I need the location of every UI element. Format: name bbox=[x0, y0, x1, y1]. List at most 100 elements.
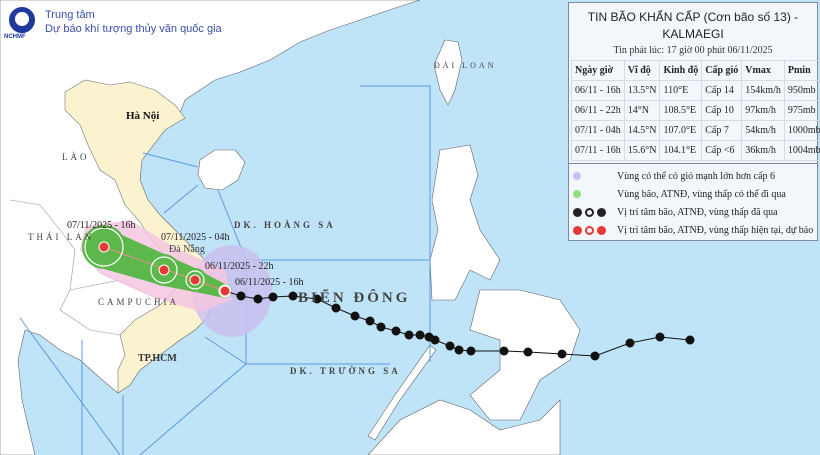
label-danang: Đà Nẵng bbox=[169, 244, 205, 255]
table-cell: 36km/h bbox=[741, 140, 785, 161]
time-label-07-04h: 07/11/2025 - 04h bbox=[161, 232, 230, 243]
table-cell: 07/11 - 16h bbox=[571, 140, 625, 161]
past-position-icon bbox=[268, 292, 278, 302]
past-position-icon bbox=[391, 326, 401, 336]
table-cell: Cấp 7 bbox=[701, 120, 743, 141]
vietnam-land bbox=[64, 79, 216, 394]
table-cell: 104.1°E bbox=[659, 140, 703, 161]
table-cell: 97km/h bbox=[741, 100, 785, 121]
past-position-icon bbox=[253, 294, 263, 304]
column-header: Vĩ độ bbox=[623, 60, 661, 81]
bulletin-title-line2: KALMAEGI bbox=[662, 27, 724, 41]
table-cell: 14°N bbox=[623, 100, 661, 121]
legend-label: Vị trí tâm bão, ATNĐ, vùng thấp đã qua bbox=[617, 206, 778, 218]
label-thailan: THÁI LAN bbox=[28, 232, 95, 242]
table-cell: 1004mb bbox=[783, 140, 820, 161]
past-position-icon bbox=[523, 347, 533, 357]
legend-label: Vùng bão, ATNĐ, vùng thấp có thể đi qua bbox=[617, 188, 786, 200]
past-position-icon bbox=[288, 291, 298, 301]
time-label-06-16h: 06/11/2025 - 16h bbox=[235, 277, 304, 288]
table-cell: 1000mb bbox=[783, 120, 820, 141]
label-hanoi: Hà Nội bbox=[126, 110, 160, 122]
maritime-boundaries bbox=[19, 85, 431, 455]
past-position-icon bbox=[236, 291, 246, 301]
past-position-icon bbox=[590, 351, 600, 361]
past-position-icon bbox=[331, 303, 341, 313]
table-row: 07/11 - 04h 14.5°N 107.0°E Cấp 7 54km/h 1000m… bbox=[571, 120, 820, 141]
green-dot-icon bbox=[573, 190, 581, 198]
org-line-2: Dự báo khí tượng thủy văn quốc gia bbox=[45, 23, 222, 35]
table-row: 07/11 - 16h 15.6°N 104.1°E Cấp <6 36km/h 1004… bbox=[571, 140, 820, 161]
legend-item-past-positions: Vị trí tâm bão, ATNĐ, vùng thấp đã qua bbox=[573, 205, 778, 219]
past-position-icon bbox=[625, 338, 635, 348]
column-header: Kinh độ bbox=[659, 60, 703, 81]
past-position-icon bbox=[404, 330, 414, 340]
past-position-icon bbox=[685, 335, 695, 345]
table-cell: 950mb bbox=[783, 80, 820, 101]
time-label-06-22h: 06/11/2025 - 22h bbox=[205, 261, 274, 272]
past-position-icon bbox=[350, 311, 360, 321]
past-position-icon bbox=[499, 346, 509, 356]
past-position-icon bbox=[430, 335, 440, 345]
past-position-icon bbox=[557, 349, 567, 359]
issued-time: Tin phát lúc: 17 giờ 00 phút 06/11/2025 bbox=[613, 45, 773, 56]
label-bien-dong: BIỂN ĐÔNG bbox=[298, 290, 411, 306]
table-cell: 107.0°E bbox=[659, 120, 703, 141]
label-truong-sa: DK. TRƯỜNG SA bbox=[290, 366, 401, 376]
table-row: 06/11 - 16h 13.5°N 110°E Cấp 14 154km/h 950mb bbox=[571, 80, 820, 101]
past-position-icon bbox=[466, 346, 476, 356]
legend-item-current-forecast: Vị trí tâm bão, ATNĐ, vùng thấp hiện tại… bbox=[573, 223, 813, 237]
label-hoang-sa: DK. HOÀNG SA bbox=[234, 220, 336, 230]
past-position-icon bbox=[365, 316, 375, 326]
table-cell: 108.5°E bbox=[659, 100, 703, 121]
legend-item-wind-zone: Vùng có thể có gió mạnh lớn hơn cấp 6 bbox=[573, 169, 775, 183]
past-position-icon bbox=[454, 345, 464, 355]
mainland-land bbox=[0, 0, 421, 455]
label-tphcm: TP.HCM bbox=[138, 353, 177, 364]
table-cell: 975mb bbox=[783, 100, 820, 121]
logo-text: NCHMF bbox=[4, 34, 26, 40]
purple-dot-icon bbox=[573, 172, 581, 180]
bulletin-panel: TIN BÃO KHẨN CẤP (Cơn bão số 13) - KALMA… bbox=[568, 2, 820, 164]
low-black-icon bbox=[597, 207, 606, 217]
table-cell: Cấp 10 bbox=[701, 100, 743, 121]
time-label-07-16h: 07/11/2025 - 16h bbox=[67, 220, 136, 231]
table-cell: 13.5°N bbox=[623, 80, 661, 101]
org-line-1: Trung tâm bbox=[45, 9, 95, 21]
borneo-land bbox=[367, 399, 561, 455]
bulletin-title-line1: TIN BÃO KHẨN CẤP (Cơn bão số 13) - bbox=[587, 10, 799, 24]
luzon-island bbox=[429, 144, 501, 301]
column-header: Pmin bbox=[783, 60, 820, 81]
storm-ring-black-icon bbox=[585, 207, 594, 217]
taiwan-island bbox=[433, 39, 463, 106]
past-position-icon bbox=[312, 294, 322, 304]
nchmf-logo bbox=[8, 6, 36, 34]
table-cell: 15.6°N bbox=[623, 140, 661, 161]
table-cell: 154km/h bbox=[741, 80, 785, 101]
forecast-position-icon bbox=[98, 241, 110, 253]
forecast-table: Ngày giờ Vĩ độ Kinh độ Cấp gió Vmax Pmin 06/1… bbox=[571, 60, 820, 161]
table-cell: 14.5°N bbox=[623, 120, 661, 141]
table-cell: 110°E bbox=[659, 80, 703, 101]
table-cell: Cấp <6 bbox=[701, 140, 743, 161]
table-header: Ngày giờ Vĩ độ Kinh độ Cấp gió Vmax Pmin bbox=[571, 60, 820, 81]
storm-ring-red-icon bbox=[585, 225, 594, 235]
legend-label: Vùng có thể có gió mạnh lớn hơn cấp 6 bbox=[617, 170, 776, 182]
table-cell: 06/11 - 22h bbox=[571, 100, 625, 121]
label-dai-loan: ĐÀI LOAN bbox=[434, 61, 497, 70]
past-position-icon bbox=[445, 341, 455, 351]
past-position-icon bbox=[415, 330, 425, 340]
table-cell: 07/11 - 04h bbox=[571, 120, 625, 141]
hainan-island bbox=[197, 149, 246, 191]
table-cell: Cấp 14 bbox=[701, 80, 743, 101]
organization-name: Trung tâm Dự báo khí tượng thủy văn quốc… bbox=[45, 8, 222, 36]
palawan-island bbox=[367, 344, 437, 441]
low-red-icon bbox=[597, 225, 606, 235]
column-header: Ngày giờ bbox=[571, 60, 625, 81]
table-row: 06/11 - 22h 14°N 108.5°E Cấp 10 97km/h 975mb bbox=[571, 100, 820, 121]
typhoon-red-icon bbox=[573, 225, 582, 235]
typhoon-black-icon bbox=[573, 207, 582, 217]
past-position-icon bbox=[655, 332, 665, 342]
forecast-position-icon bbox=[219, 285, 231, 297]
